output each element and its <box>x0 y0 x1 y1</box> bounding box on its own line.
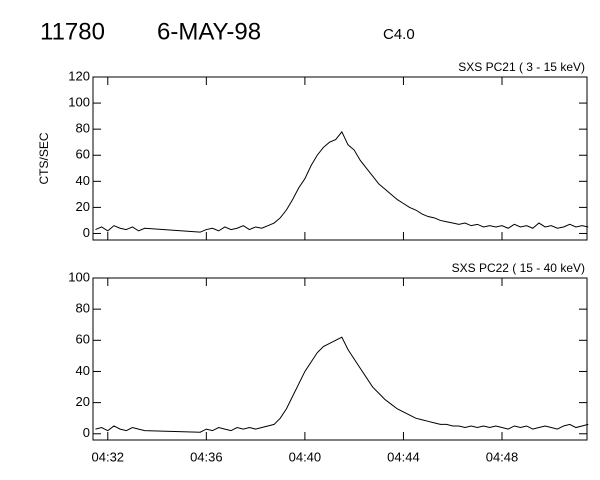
y-tick-label: 80 <box>76 301 90 316</box>
y-axis-label: CTS/SEC <box>37 132 51 184</box>
light-curve <box>95 336 589 433</box>
panel-title: SXS PC21 ( 3 - 15 keV) <box>458 60 585 74</box>
y-tick-label: 40 <box>76 363 90 378</box>
y-tick-label: 40 <box>76 173 90 188</box>
y-tick-label: 60 <box>76 332 90 347</box>
y-tick-label: 20 <box>76 394 90 409</box>
panel-title: SXS PC22 ( 15 - 40 keV) <box>452 261 585 275</box>
plot-frame <box>92 76 588 241</box>
x-tick-label: 04:40 <box>289 449 322 464</box>
x-tick-label: 04:36 <box>190 449 223 464</box>
y-tick-label: 80 <box>76 121 90 136</box>
flare-class: C4.0 <box>383 26 415 43</box>
x-tick-label: 04:32 <box>92 449 125 464</box>
y-tick-label: 0 <box>83 225 90 240</box>
light-curve <box>95 130 589 233</box>
y-tick-label: 0 <box>83 425 90 440</box>
plot-frame <box>92 277 588 441</box>
y-tick-label: 60 <box>76 147 90 162</box>
y-tick-label: 20 <box>76 199 90 214</box>
x-tick-label: 04:48 <box>486 449 519 464</box>
x-tick-label: 04:44 <box>387 449 420 464</box>
y-tick-label: 100 <box>68 269 90 284</box>
y-tick-label: 120 <box>68 68 90 83</box>
event-number: 11780 <box>40 18 105 45</box>
event-date: 6-MAY-98 <box>157 18 261 45</box>
y-tick-label: 100 <box>68 95 90 110</box>
